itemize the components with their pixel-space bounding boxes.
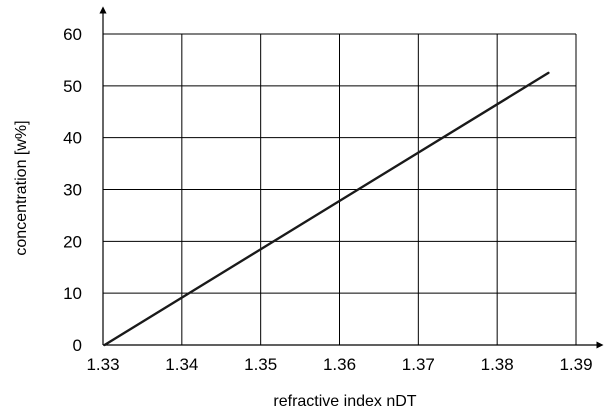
tick-labels: 1.33 1.34 1.35 1.36 1.37 1.38 1.39 0 10 20 30 40 50 6… — [63, 25, 592, 374]
series-layer — [103, 71, 550, 347]
series-line — [103, 71, 550, 347]
y-tick-label: 50 — [63, 77, 82, 96]
y-tick-label: 20 — [63, 232, 82, 251]
x-tick-label: 1.37 — [402, 355, 435, 374]
grid — [102, 33, 577, 346]
y-tick-label: 30 — [63, 181, 82, 200]
x-axis-label: refractive index nDT — [273, 393, 416, 410]
x-tick-label: 1.39 — [559, 355, 592, 374]
y-tick-label: 10 — [63, 284, 82, 303]
y-tick-label: 40 — [63, 129, 82, 148]
axes — [99, 6, 604, 349]
x-tick-label: 1.38 — [481, 355, 514, 374]
x-tick-label: 1.36 — [323, 355, 356, 374]
y-tick-label: 60 — [63, 25, 82, 44]
x-tick-label: 1.35 — [244, 355, 277, 374]
x-tick-label: 1.33 — [86, 355, 119, 374]
y-axis-label: concentration [w%] — [13, 120, 30, 255]
y-tick-label: 0 — [73, 336, 82, 355]
x-tick-label: 1.34 — [165, 355, 198, 374]
